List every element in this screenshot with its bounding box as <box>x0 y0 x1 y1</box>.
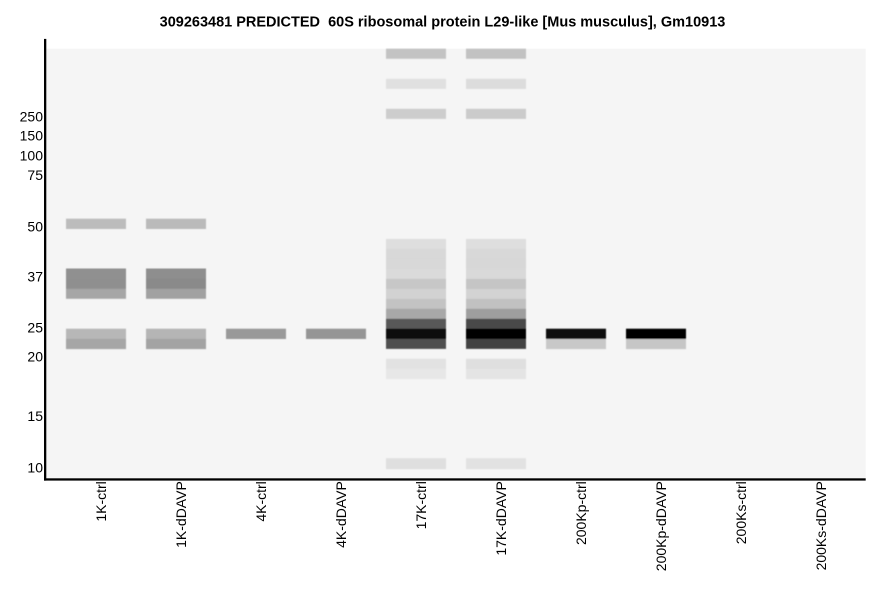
svg-text:200Kp-ctrl: 200Kp-ctrl <box>573 481 589 545</box>
svg-text:20: 20 <box>27 348 43 364</box>
svg-text:37: 37 <box>27 268 43 284</box>
svg-text:75: 75 <box>27 167 43 183</box>
svg-text:10: 10 <box>27 459 43 475</box>
svg-text:17K-dDAVP: 17K-dDAVP <box>493 481 509 555</box>
svg-text:150: 150 <box>20 128 44 144</box>
svg-text:15: 15 <box>27 408 43 424</box>
svg-text:4K-dDAVP: 4K-dDAVP <box>333 481 349 548</box>
svg-text:200Kp-dDAVP: 200Kp-dDAVP <box>653 481 669 571</box>
svg-text:4K-ctrl: 4K-ctrl <box>253 481 269 521</box>
svg-text:250: 250 <box>20 108 44 124</box>
svg-text:17K-ctrl: 17K-ctrl <box>413 481 429 529</box>
svg-text:25: 25 <box>27 319 43 335</box>
svg-text:309263481 PREDICTED 60S ribos: 309263481 PREDICTED 60S ribosomal protei… <box>160 14 726 30</box>
svg-text:200Ks-dDAVP: 200Ks-dDAVP <box>813 481 829 570</box>
svg-text:1K-dDAVP: 1K-dDAVP <box>173 481 189 548</box>
svg-text:100: 100 <box>20 148 44 164</box>
svg-text:200Ks-ctrl: 200Ks-ctrl <box>733 481 749 544</box>
svg-text:50: 50 <box>27 219 43 235</box>
svg-text:1K-ctrl: 1K-ctrl <box>93 481 109 521</box>
